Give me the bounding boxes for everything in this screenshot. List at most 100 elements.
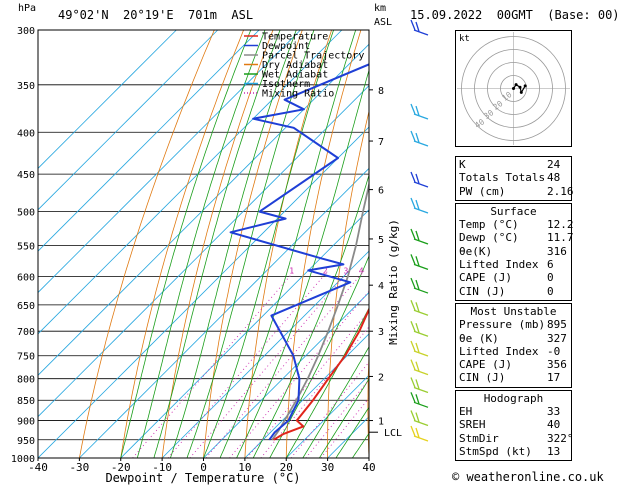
- index-row: CIN (J) 0: [459, 285, 568, 298]
- pressure-tick-label: 350: [17, 81, 35, 92]
- wind-barb-flag: [410, 197, 416, 209]
- x-tick-label: 40: [362, 461, 375, 474]
- dry-adiabat-line: [619, 30, 629, 458]
- wet-adiabat-line: [136, 30, 266, 458]
- wind-barb-staff: [413, 238, 429, 245]
- wet-adiabat-line: [319, 378, 369, 458]
- wet-adiabat-line: [269, 254, 369, 458]
- mixing-ratio-label: 4: [359, 266, 364, 275]
- x-tick-label: 20: [280, 461, 293, 474]
- temperature-line: [272, 307, 369, 441]
- km-tick-label: 7: [378, 137, 384, 148]
- x-tick-label: -10: [152, 461, 172, 474]
- wind-barb-staff: [413, 287, 429, 294]
- x-tick-label: 0: [200, 461, 207, 474]
- mixing-ratio-line: [205, 270, 365, 458]
- mixing-ratio-line: [320, 397, 369, 458]
- wind-barb-flag: [410, 103, 416, 115]
- km-tick-label: 4: [378, 281, 384, 292]
- hpa-label: hPa: [18, 3, 37, 14]
- pressure-tick-label: 800: [17, 375, 35, 386]
- km-tick-label: 6: [378, 186, 384, 197]
- asl-label: ASL: [374, 17, 393, 28]
- wind-barb: [410, 130, 429, 147]
- mixing-ratio-line: [246, 310, 369, 458]
- mixing-ratio-line: [290, 361, 369, 458]
- pressure-tick-label: 850: [17, 396, 35, 407]
- hodograph-point: [512, 87, 515, 90]
- wind-barb-staff: [413, 401, 429, 408]
- index-label: EH: [459, 405, 473, 419]
- wind-barb-staff: [413, 113, 429, 120]
- hodograph-ring: [500, 75, 527, 102]
- dry-adiabat-line: [367, 346, 369, 458]
- index-row: StmSpd (kt) 13: [459, 445, 568, 458]
- wind-barb: [410, 392, 429, 408]
- wind-barb-flag: [415, 132, 420, 143]
- location-title: 49°02'N 20°19'E 701m ASL: [58, 8, 254, 22]
- index-row: SREH 40: [459, 418, 568, 431]
- x-tick-label: -20: [111, 461, 131, 474]
- index-label: Lifted Index: [459, 258, 539, 272]
- mixing-ratio-label: 3: [344, 266, 349, 275]
- isotherm-line: [203, 291, 369, 458]
- mixing-ratio-axis-label: Mixing Ratio (g/kg): [387, 219, 400, 345]
- wind-barb: [410, 19, 429, 36]
- hodograph-point: [514, 83, 518, 87]
- wind-barb: [410, 340, 429, 357]
- index-value: 13: [547, 444, 561, 458]
- wind-barb-flag: [415, 323, 420, 333]
- index-label: CIN (J): [459, 284, 506, 298]
- wind-barb: [410, 359, 429, 376]
- wet-adiabat-line: [203, 30, 334, 458]
- km-tick-label: 8: [378, 86, 384, 97]
- index-value: 322°: [547, 431, 574, 445]
- parcel-trajectory-line: [271, 181, 369, 441]
- km-tick-label: 1: [378, 417, 384, 428]
- index-value: 11.7: [547, 231, 574, 245]
- wind-barb: [410, 320, 429, 337]
- wind-barb-flag: [410, 171, 416, 183]
- index-row: θe (K) 327: [459, 332, 568, 345]
- wind-barb-staff: [413, 29, 429, 36]
- wind-barb-flag: [410, 340, 416, 352]
- dry-adiabat-line: [244, 30, 332, 458]
- wind-barb-flag: [410, 19, 416, 31]
- km-tick-label: 2: [378, 372, 384, 383]
- index-label: Totals Totals: [459, 171, 546, 185]
- index-label: K: [459, 158, 466, 171]
- index-value: 327: [547, 331, 567, 345]
- wet-adiabat-line: [186, 30, 315, 458]
- wind-barb: [410, 300, 429, 316]
- wind-barb: [410, 197, 429, 214]
- mixing-ratio-label: 10: [408, 266, 418, 275]
- x-axis-label: Dewpoint / Temperature (°C): [105, 471, 300, 485]
- wind-barb-flag: [415, 379, 420, 390]
- index-label: θe(K): [459, 244, 493, 258]
- wind-barb-flag: [415, 279, 420, 290]
- wind-barb-staff: [413, 140, 429, 147]
- index-label: θe (K): [459, 331, 499, 345]
- wind-barb-staff: [413, 330, 429, 337]
- isotherm-line: [79, 167, 369, 458]
- wind-barb-flag: [415, 173, 420, 184]
- wind-barb: [410, 171, 429, 188]
- index-label: Pressure (mb): [459, 318, 546, 332]
- wind-barb-staff: [413, 419, 429, 427]
- wet-adiabat-line: [170, 30, 297, 458]
- basic-indices-box: K 24 Totals Totals 48 PW (cm) 2.16: [455, 156, 574, 201]
- pressure-tick-label: 1000: [11, 454, 35, 465]
- dry-adiabat-line: [120, 30, 244, 458]
- isotherm-line: [38, 30, 177, 169]
- pressure-tick-label: 700: [17, 327, 35, 338]
- index-row: CAPE (J) 356: [459, 358, 568, 371]
- isotherm-line: [38, 30, 343, 335]
- wind-barb-staff: [413, 263, 429, 270]
- legend-label: Mixing Ratio: [262, 89, 334, 100]
- dry-adiabat-line: [586, 30, 618, 458]
- mixing-ratio-label: 16: [436, 266, 446, 275]
- wind-barb-staff: [413, 435, 429, 442]
- isotherm-line: [244, 333, 369, 458]
- pressure-tick-label: 950: [17, 436, 35, 447]
